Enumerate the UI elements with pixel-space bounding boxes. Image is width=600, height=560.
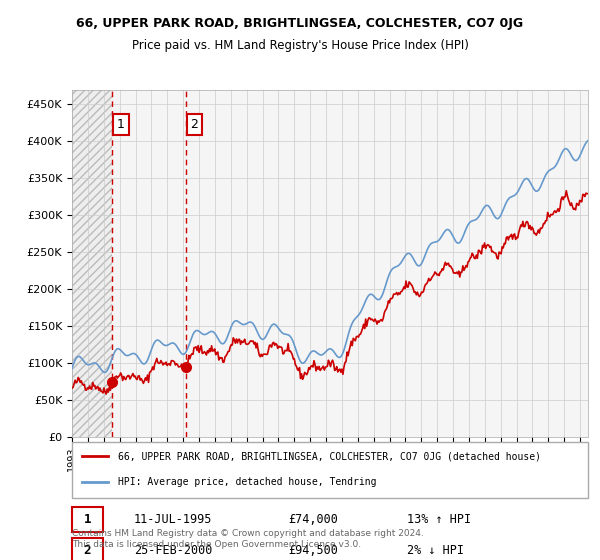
- Text: 13% ↑ HPI: 13% ↑ HPI: [407, 513, 472, 526]
- Bar: [72, 90, 112, 437]
- Text: 25-FEB-2000: 25-FEB-2000: [134, 544, 212, 557]
- Text: 66, UPPER PARK ROAD, BRIGHTLINGSEA, COLCHESTER, CO7 0JG: 66, UPPER PARK ROAD, BRIGHTLINGSEA, COLC…: [76, 17, 524, 30]
- Text: 2: 2: [190, 118, 198, 131]
- Bar: [72, 90, 112, 437]
- Text: £94,500: £94,500: [289, 544, 338, 557]
- Text: 1: 1: [84, 513, 91, 526]
- FancyBboxPatch shape: [72, 442, 588, 498]
- Text: Price paid vs. HM Land Registry's House Price Index (HPI): Price paid vs. HM Land Registry's House …: [131, 39, 469, 52]
- Text: Contains HM Land Registry data © Crown copyright and database right 2024.
This d: Contains HM Land Registry data © Crown c…: [72, 529, 424, 549]
- Text: 1: 1: [117, 118, 125, 131]
- Text: 11-JUL-1995: 11-JUL-1995: [134, 513, 212, 526]
- FancyBboxPatch shape: [72, 507, 103, 532]
- FancyBboxPatch shape: [72, 538, 103, 560]
- Text: £74,000: £74,000: [289, 513, 338, 526]
- Text: 66, UPPER PARK ROAD, BRIGHTLINGSEA, COLCHESTER, CO7 0JG (detached house): 66, UPPER PARK ROAD, BRIGHTLINGSEA, COLC…: [118, 451, 541, 461]
- Text: 2% ↓ HPI: 2% ↓ HPI: [407, 544, 464, 557]
- Text: 2: 2: [84, 544, 91, 557]
- Text: HPI: Average price, detached house, Tendring: HPI: Average price, detached house, Tend…: [118, 477, 377, 487]
